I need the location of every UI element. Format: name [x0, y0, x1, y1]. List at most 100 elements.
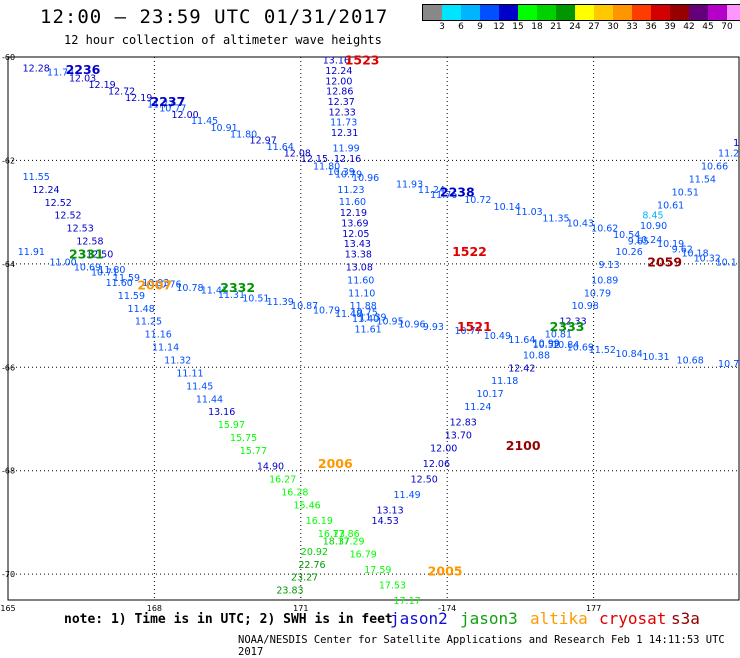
wave-height-value: 14.90	[257, 462, 284, 473]
wave-height-value: 10.17	[476, 389, 503, 400]
wave-height-value: 13.16	[208, 407, 235, 418]
legend-swatch	[670, 5, 689, 20]
wave-height-value: 10.24	[635, 235, 662, 246]
legend-tick-label: 21	[550, 22, 562, 32]
pass-time-label: 2005	[428, 564, 463, 579]
lat-label: -60	[2, 53, 15, 62]
wave-height-value: 11.60	[347, 275, 374, 286]
wave-height-value: 11.45	[191, 116, 218, 127]
wave-height-value: 12.00	[430, 443, 457, 454]
wave-height-value: 16.19	[306, 516, 333, 527]
wave-height-value: 13.38	[345, 250, 372, 261]
pass-time-label: 2236	[66, 62, 101, 77]
wave-height-value: 10.93	[142, 278, 169, 289]
wave-height-value: 12.19	[89, 80, 116, 91]
wave-height-value: 11.39	[267, 297, 294, 308]
wave-height-value: 10.62	[591, 224, 618, 235]
wave-height-value: 11.2	[718, 149, 739, 160]
wave-height-value: 12.19	[125, 93, 152, 104]
wave-height-value: 12.83	[450, 418, 477, 429]
legend-swatch	[575, 5, 594, 20]
wave-height-value: 11.93	[396, 180, 423, 191]
wave-height-value: 18.37	[323, 537, 350, 548]
lon-label: -174	[438, 604, 456, 613]
wave-height-value: 10.39	[328, 167, 355, 178]
wave-height-value: 10.68	[677, 356, 704, 367]
wave-height-value: 11.61	[354, 325, 381, 336]
wave-height-value: 11.91	[18, 247, 45, 258]
legend-swatch	[632, 5, 651, 20]
wave-height-value: 11.41	[201, 286, 228, 297]
wave-height-value: 10.71	[91, 268, 118, 279]
wave-height-value: 9.65	[628, 237, 649, 248]
wave-height-value: 13.43	[344, 239, 371, 250]
wave-height-value: 10.18	[681, 248, 708, 259]
lat-label: -70	[2, 570, 15, 579]
wave-height-value: 15.97	[218, 420, 245, 431]
wave-height-value: 12.42	[508, 363, 535, 374]
legend-jason2: jason2	[390, 609, 448, 628]
legend-tick-label: 18	[531, 22, 543, 32]
wave-height-value: 10.79	[313, 305, 340, 316]
legend-swatch	[651, 5, 670, 20]
wave-height-value: 12.97	[250, 136, 277, 147]
wave-height-value: 17.86	[333, 529, 360, 540]
wave-height-value: 11.64	[508, 335, 535, 346]
wave-height-value: 11.76	[430, 190, 457, 201]
wave-height-value: 10.84	[552, 340, 579, 351]
wave-height-value: 12.00	[325, 76, 352, 87]
legend-swatch	[613, 5, 632, 20]
wave-height-value: 12.24	[325, 66, 352, 77]
wave-height-value: 12.24	[32, 185, 59, 196]
legend-swatch	[499, 5, 518, 20]
wave-height-value: 9.93	[423, 322, 444, 333]
wave-height-value: 10.31	[642, 352, 669, 363]
legend-s3a: s3a	[671, 609, 700, 628]
wave-height-value: 10.88	[523, 350, 550, 361]
wave-height-value: 12.52	[45, 198, 72, 209]
wave-height-value: 10.96	[398, 319, 425, 330]
pass-time-label: 2331	[69, 247, 104, 262]
wave-height-value: 17.59	[364, 565, 391, 576]
wave-height-value: 10.49	[484, 331, 511, 342]
wave-height-value: 11.54	[689, 175, 716, 186]
wave-height-value: 10.51	[672, 187, 699, 198]
wave-height-value: 12.58	[76, 237, 103, 248]
legend-tick-label: 15	[512, 22, 524, 32]
wave-height-value: 12.33	[329, 107, 356, 118]
pass-time-label: 2006	[318, 456, 353, 471]
legend-tick-label: 9	[477, 22, 483, 32]
wave-height-value: 11.48	[335, 309, 362, 320]
lat-label: -66	[2, 363, 15, 372]
legend-tick-label: 24	[569, 22, 581, 32]
legend-tick-label: 30	[607, 22, 619, 32]
wave-height-value: 10.51	[242, 293, 269, 304]
wave-height-value: 11.74	[47, 67, 74, 78]
wave-height-value: 11.40	[352, 314, 379, 325]
legend-jason3: jason3	[460, 609, 518, 628]
legend-tick-label: 6	[458, 22, 464, 32]
legend-swatch	[708, 5, 727, 20]
wave-height-value: 11.25	[135, 317, 162, 328]
lon-label: 177	[586, 604, 601, 613]
wave-height-value: 10.95	[376, 317, 403, 328]
legend-tick-label: 70	[721, 22, 733, 32]
lon-label: 171	[293, 604, 308, 613]
wave-height-value: 12.33	[559, 317, 586, 328]
wave-height-value: 16.79	[350, 549, 377, 560]
wave-height-value: 11.03	[516, 207, 543, 218]
legend-swatch	[727, 5, 740, 20]
wave-height-value: 9.62	[672, 244, 693, 255]
wave-height-value: 20.92	[301, 547, 328, 558]
pass-time-label: 2332	[220, 280, 255, 295]
wave-height-value: 13.13	[376, 506, 403, 517]
wave-height-value: 15.77	[240, 446, 267, 457]
legend-tick-label: 27	[588, 22, 600, 32]
legend-tick-label: 36	[645, 22, 657, 32]
wave-height-value: 10.7	[718, 359, 739, 370]
wave-height-value: 10.79	[335, 169, 362, 180]
map-frame	[7, 56, 740, 601]
legend-tick-label: 33	[626, 22, 638, 32]
pass-time-label: 2100	[506, 438, 541, 453]
